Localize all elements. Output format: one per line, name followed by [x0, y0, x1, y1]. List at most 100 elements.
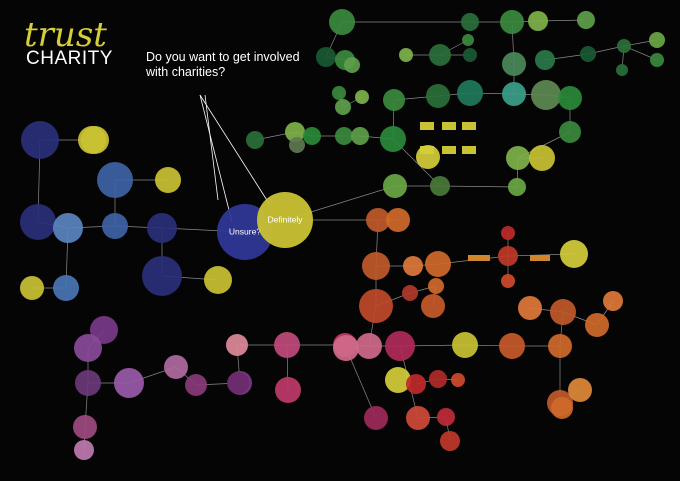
- yellow-box: [442, 146, 456, 154]
- node-g14: [535, 50, 555, 70]
- title-trust: trust: [24, 15, 107, 55]
- node-r6: [451, 373, 465, 387]
- node-b9: [142, 256, 182, 296]
- node-b10: [204, 266, 232, 294]
- node-m10: [227, 372, 249, 394]
- node-g38: [508, 178, 526, 196]
- node-b4: [155, 167, 181, 193]
- node-g24: [426, 84, 450, 108]
- node-b8: [147, 213, 177, 243]
- node-r5: [429, 370, 447, 388]
- node-g17: [649, 32, 665, 48]
- node-r1: [501, 226, 515, 240]
- node-g29: [246, 131, 264, 149]
- node-m9: [74, 440, 94, 460]
- node-m6: [185, 374, 207, 396]
- connector-line: [439, 185, 518, 188]
- node-o4: [403, 256, 423, 276]
- node-g27: [531, 80, 561, 110]
- node-g19: [616, 64, 628, 76]
- node-g32: [303, 127, 321, 145]
- node-o3: [362, 252, 390, 280]
- question-pointer-line: [199, 94, 271, 206]
- node-g36: [383, 174, 407, 198]
- node-r3: [501, 274, 515, 288]
- node-o15: [548, 334, 572, 358]
- node-label-unsure: Unsure?: [229, 226, 261, 236]
- node-g4: [500, 10, 524, 34]
- question-pointer-line: [199, 94, 233, 223]
- question-text: Do you want to get involved with chariti…: [146, 50, 300, 79]
- node-m2: [74, 334, 102, 362]
- node-g28: [558, 86, 582, 110]
- yellow-box: [462, 122, 476, 130]
- node-p6: [275, 377, 301, 403]
- node-g30: [285, 122, 305, 142]
- yellow-box: [442, 122, 456, 130]
- node-p2: [356, 333, 382, 359]
- node-g40: [506, 146, 530, 170]
- node-o1: [366, 208, 390, 232]
- yellow-box: [420, 122, 434, 130]
- node-p7: [364, 406, 388, 430]
- node-m5: [164, 355, 188, 379]
- node-m3: [75, 370, 101, 396]
- node-g21: [335, 99, 351, 115]
- node-g15: [580, 46, 596, 62]
- node-o10: [518, 296, 542, 320]
- node-b6: [53, 213, 83, 243]
- node-r7: [440, 431, 460, 451]
- node-p8: [333, 335, 359, 361]
- node-y4: [560, 240, 588, 268]
- node-o6: [359, 289, 393, 323]
- node-o18: [551, 397, 573, 419]
- node-o12: [585, 313, 609, 337]
- node-g1: [329, 9, 355, 35]
- node-g37: [430, 176, 450, 196]
- node-b7: [102, 213, 128, 239]
- node-o11: [550, 299, 576, 325]
- node-y5: [452, 332, 478, 358]
- node-b11: [20, 276, 44, 300]
- node-g16: [617, 39, 631, 53]
- node-m4: [114, 368, 144, 398]
- node-g3: [577, 11, 595, 29]
- node-p4: [274, 332, 300, 358]
- node-g23: [383, 89, 405, 111]
- question-pointer-line: [204, 94, 219, 201]
- node-g9: [399, 48, 413, 62]
- node-o5: [425, 251, 451, 277]
- node-y3: [529, 145, 555, 171]
- node-g26: [502, 82, 526, 106]
- node-p3: [385, 331, 415, 361]
- node-o7: [402, 285, 418, 301]
- node-r8: [437, 408, 455, 426]
- connector-box: [468, 255, 490, 261]
- node-g12: [463, 48, 477, 62]
- node-g11: [462, 34, 474, 46]
- node-g8: [344, 57, 360, 73]
- node-y6: [385, 367, 411, 393]
- node-b12: [53, 275, 79, 301]
- node-g39: [559, 121, 581, 143]
- node-g35: [380, 126, 406, 152]
- node-b3: [97, 162, 133, 198]
- node-g20: [332, 86, 346, 100]
- node-o8: [428, 278, 444, 294]
- node-y1: [81, 126, 109, 154]
- node-g25: [457, 80, 483, 106]
- node-m1: [90, 316, 118, 344]
- yellow-box: [462, 146, 476, 154]
- node-g6: [316, 47, 336, 67]
- node-g10: [429, 44, 451, 66]
- node-g5: [461, 13, 479, 31]
- node-o17: [568, 378, 592, 402]
- node-p5: [226, 334, 248, 356]
- connector-box: [530, 255, 550, 261]
- node-r4: [406, 374, 426, 394]
- node-g34: [351, 127, 369, 145]
- node-y2: [416, 145, 440, 169]
- node-g2: [528, 11, 548, 31]
